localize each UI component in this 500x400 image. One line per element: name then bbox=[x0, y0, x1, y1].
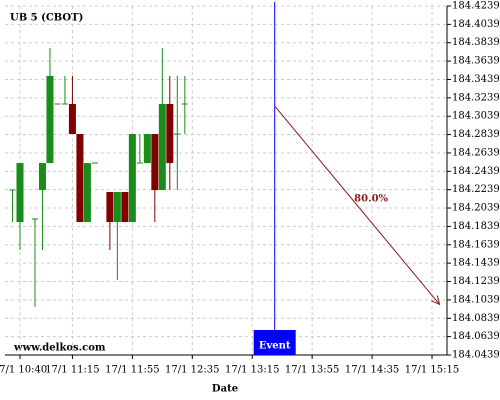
arrow-head bbox=[431, 295, 441, 306]
candle-body bbox=[106, 191, 114, 223]
candle-body bbox=[143, 134, 151, 164]
event-label: Event bbox=[259, 341, 291, 352]
x-tick-label: 17/1 11:15 bbox=[45, 365, 99, 376]
candle-body bbox=[113, 191, 121, 223]
source: www.delkos.com bbox=[13, 343, 106, 354]
candle-body bbox=[76, 134, 84, 223]
y-tick-label: 184.2839 bbox=[452, 129, 500, 140]
y-tick-label: 184.2239 bbox=[452, 184, 500, 195]
candle-body bbox=[166, 103, 174, 164]
candle-body bbox=[121, 191, 129, 223]
y-tick-label: 184.4039 bbox=[452, 19, 500, 30]
candle-body bbox=[68, 103, 76, 135]
y-tick-label: 184.2639 bbox=[452, 147, 500, 158]
y-tick-label: 184.0439 bbox=[452, 350, 500, 361]
x-tick-label: 17/1 14:35 bbox=[345, 365, 399, 376]
candle-body bbox=[16, 163, 24, 223]
x-tick-label: 17/1 11:55 bbox=[105, 365, 159, 376]
event-box bbox=[253, 330, 296, 355]
x-tick-label: 17/1 13:15 bbox=[225, 365, 279, 376]
y-tick-label: 184.3639 bbox=[452, 56, 500, 67]
y-tick-label: 184.1439 bbox=[452, 258, 500, 269]
x-tick-label: 17/1 12:35 bbox=[165, 365, 219, 376]
y-tick-label: 184.2439 bbox=[452, 166, 500, 177]
y-tick-label: 184.1839 bbox=[452, 221, 500, 232]
y-tick-label: 184.1039 bbox=[452, 294, 500, 305]
y-tick-label: 184.3239 bbox=[452, 92, 500, 103]
y-tick-label: 184.3039 bbox=[452, 111, 500, 122]
x-tick-label: 17/1 13:55 bbox=[285, 365, 339, 376]
candle-body bbox=[151, 134, 159, 191]
y-tick-label: 184.3439 bbox=[452, 74, 500, 85]
y-tick-label: 184.0839 bbox=[452, 313, 500, 324]
candle-body bbox=[46, 75, 54, 164]
y-tick-label: 184.1639 bbox=[452, 239, 500, 250]
candle-body bbox=[38, 163, 46, 191]
x-axis-label: Date bbox=[212, 384, 238, 395]
y-tick-label: 184.4239 bbox=[452, 1, 500, 12]
candle-body bbox=[128, 134, 136, 223]
y-tick-label: 184.0639 bbox=[452, 331, 500, 342]
y-tick-label: 184.1239 bbox=[452, 276, 500, 287]
projection-label: 80.0% bbox=[354, 194, 388, 205]
y-tick-label: 184.3839 bbox=[452, 37, 500, 48]
candle-body bbox=[83, 163, 91, 223]
candle-body bbox=[158, 103, 166, 191]
x-tick-label: 17/1 15:15 bbox=[405, 365, 459, 376]
y-tick-label: 184.2039 bbox=[452, 203, 500, 214]
x-tick-label: 17/1 10:40 bbox=[0, 365, 47, 376]
chart-title: UB 5 (CBOT) bbox=[10, 13, 83, 24]
projection-arrow bbox=[274, 105, 440, 305]
